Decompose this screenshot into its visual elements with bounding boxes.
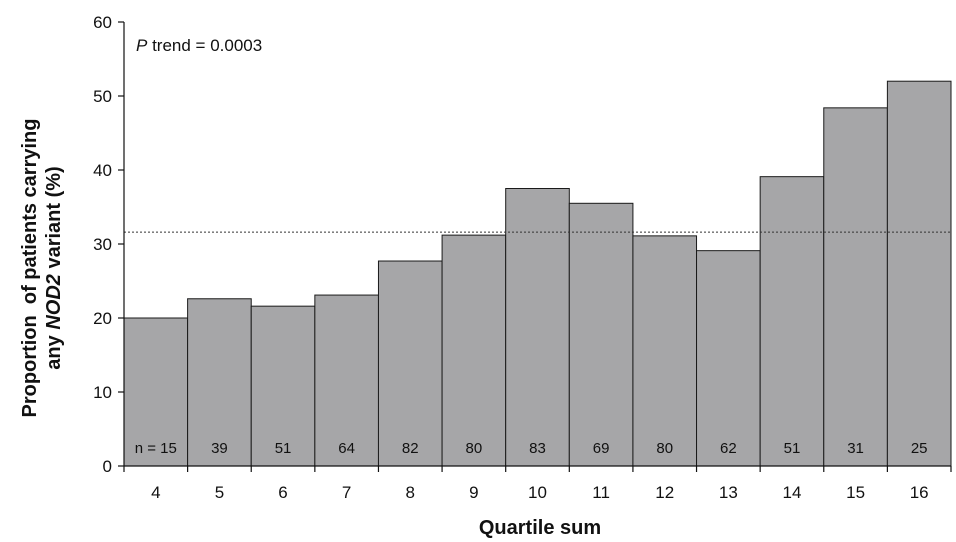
n-label-8: 82	[402, 440, 419, 457]
y-tick-label-50: 50	[93, 87, 112, 106]
bar-9	[441, 234, 507, 467]
n-label-9: 80	[466, 440, 483, 457]
y-axis-title-pre: any	[43, 330, 65, 370]
bar-10	[505, 188, 570, 467]
n-label-13: 62	[720, 440, 737, 457]
bar-4	[123, 317, 189, 467]
n-label-12: 80	[656, 440, 673, 457]
bar-8	[377, 260, 443, 467]
x-tick-label-14: 14	[783, 483, 802, 502]
x-tick-label-16: 16	[910, 483, 929, 502]
bar-5	[187, 298, 252, 467]
annotation-text: trend = 0.0003	[147, 36, 262, 55]
bar-12	[632, 235, 698, 467]
x-tick-label-15: 15	[846, 483, 865, 502]
y-tick-label-0: 0	[103, 457, 112, 476]
y-tick-label-30: 30	[93, 235, 112, 254]
y-tick-label-20: 20	[93, 309, 112, 328]
y-tick-label-10: 10	[93, 383, 112, 402]
x-tick-label-11: 11	[592, 483, 610, 502]
bar-11	[568, 202, 634, 467]
bar-7	[314, 294, 379, 467]
bar-13	[696, 250, 761, 467]
x-tick-label-7: 7	[342, 483, 351, 502]
bar-15	[823, 107, 888, 467]
n-label-4: n = 15	[135, 440, 177, 457]
n-label-11: 69	[593, 440, 610, 457]
n-label-10: 83	[529, 440, 546, 457]
n-label-15: 31	[847, 440, 864, 457]
trend-annotation: P trend = 0.0003	[136, 36, 262, 55]
n-label-16: 25	[911, 440, 928, 457]
bar-14	[759, 176, 825, 467]
x-axis-title: Quartile sum	[479, 517, 601, 539]
y-tick-label-60: 60	[93, 13, 112, 32]
x-tick-label-13: 13	[719, 483, 738, 502]
n-label-6: 51	[275, 440, 292, 457]
x-tick-label-8: 8	[406, 483, 415, 502]
n-label-7: 64	[338, 440, 355, 457]
bar-6	[250, 305, 316, 467]
n-label-14: 51	[784, 440, 801, 457]
x-tick-label-9: 9	[469, 483, 478, 502]
y-axis-title-post: variant (%)	[43, 166, 65, 274]
bars: n = 15 39 51 64 82 80 83 69 80 62 51 31 25	[123, 80, 952, 467]
x-tick-label-5: 5	[215, 483, 224, 502]
bar-16	[886, 80, 952, 467]
y-axis-title-gene: NOD2	[43, 274, 65, 330]
y-axis-title-line2: any NOD2 variant (%)	[43, 166, 65, 369]
x-tick-label-4: 4	[151, 483, 160, 502]
y-tick-label-40: 40	[93, 161, 112, 180]
x-tick-label-10: 10	[528, 483, 547, 502]
x-tick-label-12: 12	[655, 483, 674, 502]
x-tick-label-6: 6	[278, 483, 287, 502]
annotation-italic: P	[136, 36, 148, 55]
axes: 0 10 20 30 40 50 60 4 5 6 7 8 9 10 11 12 13 14 15 16	[93, 13, 952, 502]
y-axis-title-line1: Proportion of patients carrying	[19, 119, 41, 418]
n-label-5: 39	[211, 440, 228, 457]
